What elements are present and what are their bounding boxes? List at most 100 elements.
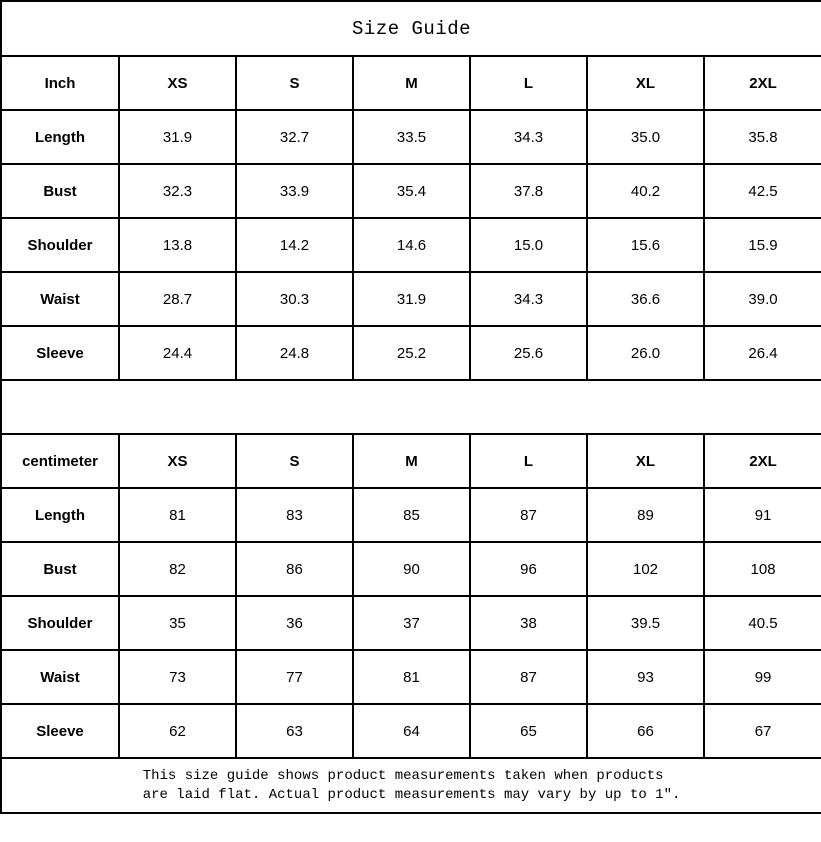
measurement-value: 31.9 (118, 109, 237, 165)
measurement-value: 36 (235, 595, 354, 651)
measurement-label: Waist (0, 271, 120, 327)
size-column-header: 2XL (702, 55, 821, 111)
measurement-value: 34.3 (469, 271, 588, 327)
measurement-value: 42.5 (702, 163, 821, 219)
measurement-value: 14.2 (235, 217, 354, 273)
measurement-value: 96 (469, 541, 588, 597)
footer-note-line-2: are laid flat. Actual product measuremen… (142, 786, 681, 803)
measurement-value: 35.4 (352, 163, 471, 219)
measurement-value: 25.6 (469, 325, 588, 381)
measurement-value: 25.2 (352, 325, 471, 381)
measurement-row: Waist 73 77 81 87 93 99 (0, 649, 821, 705)
measurement-row: Bust 82 86 90 96 102 108 (0, 541, 821, 597)
measurement-value: 63 (235, 703, 354, 759)
footer-note-cell: This size guide shows product measuremen… (0, 757, 821, 814)
measurement-row: Shoulder 13.8 14.2 14.6 15.0 15.6 15.9 (0, 217, 821, 273)
measurement-value: 33.9 (235, 163, 354, 219)
measurement-label: Sleeve (0, 325, 120, 381)
measurement-value: 108 (702, 541, 821, 597)
footer-note: This size guide shows product measuremen… (143, 767, 681, 805)
measurement-label: Length (0, 487, 120, 543)
measurement-value: 30.3 (235, 271, 354, 327)
measurement-value: 34.3 (469, 109, 588, 165)
unit-label: centimeter (0, 433, 120, 489)
measurement-value: 35.8 (702, 109, 821, 165)
size-header-row: Inch XS S M L XL 2XL (0, 55, 821, 111)
measurement-label: Waist (0, 649, 120, 705)
measurement-row: Sleeve 24.4 24.8 25.2 25.6 26.0 26.4 (0, 325, 821, 381)
size-column-header: XS (118, 55, 237, 111)
size-column-header: 2XL (702, 433, 821, 489)
measurement-value: 37 (352, 595, 471, 651)
measurement-value: 39.0 (702, 271, 821, 327)
measurement-value: 39.5 (586, 595, 705, 651)
measurement-value: 91 (702, 487, 821, 543)
measurement-value: 24.8 (235, 325, 354, 381)
measurement-value: 86 (235, 541, 354, 597)
measurement-value: 32.3 (118, 163, 237, 219)
measurement-label: Bust (0, 163, 120, 219)
measurement-value: 73 (118, 649, 237, 705)
size-header-row: centimeter XS S M L XL 2XL (0, 433, 821, 489)
size-column-header: M (352, 433, 471, 489)
measurement-value: 102 (586, 541, 705, 597)
measurement-value: 66 (586, 703, 705, 759)
measurement-value: 33.5 (352, 109, 471, 165)
measurement-row: Sleeve 62 63 64 65 66 67 (0, 703, 821, 759)
measurement-value: 93 (586, 649, 705, 705)
measurement-row: Waist 28.7 30.3 31.9 34.3 36.6 39.0 (0, 271, 821, 327)
measurement-value: 87 (469, 487, 588, 543)
measurement-row: Bust 32.3 33.9 35.4 37.8 40.2 42.5 (0, 163, 821, 219)
measurement-value: 85 (352, 487, 471, 543)
unit-label: Inch (0, 55, 120, 111)
measurement-label: Bust (0, 541, 120, 597)
measurement-value: 15.0 (469, 217, 588, 273)
measurement-value: 64 (352, 703, 471, 759)
measurement-value: 89 (586, 487, 705, 543)
measurement-value: 31.9 (352, 271, 471, 327)
size-column-header: XL (586, 433, 705, 489)
size-column-header: L (469, 55, 588, 111)
measurement-row: Length 31.9 32.7 33.5 34.3 35.0 35.8 (0, 109, 821, 165)
measurement-value: 81 (118, 487, 237, 543)
measurement-label: Shoulder (0, 595, 120, 651)
measurement-value: 77 (235, 649, 354, 705)
measurement-value: 67 (702, 703, 821, 759)
measurement-value: 83 (235, 487, 354, 543)
spacer-row (0, 379, 821, 435)
measurement-value: 62 (118, 703, 237, 759)
measurement-value: 35 (118, 595, 237, 651)
measurement-value: 14.6 (352, 217, 471, 273)
page-title: Size Guide (0, 0, 821, 57)
measurement-value: 26.0 (586, 325, 705, 381)
measurement-value: 40.2 (586, 163, 705, 219)
measurement-value: 15.6 (586, 217, 705, 273)
measurement-value: 82 (118, 541, 237, 597)
measurement-value: 28.7 (118, 271, 237, 327)
size-column-header: M (352, 55, 471, 111)
measurement-value: 38 (469, 595, 588, 651)
measurement-value: 24.4 (118, 325, 237, 381)
size-column-header: S (235, 433, 354, 489)
measurement-value: 26.4 (702, 325, 821, 381)
footer-row: This size guide shows product measuremen… (0, 757, 821, 814)
measurement-row: Shoulder 35 36 37 38 39.5 40.5 (0, 595, 821, 651)
measurement-value: 81 (352, 649, 471, 705)
measurement-label: Shoulder (0, 217, 120, 273)
measurement-value: 40.5 (702, 595, 821, 651)
measurement-row: Length 81 83 85 87 89 91 (0, 487, 821, 543)
measurement-value: 90 (352, 541, 471, 597)
size-column-header: XL (586, 55, 705, 111)
measurement-label: Length (0, 109, 120, 165)
measurement-value: 37.8 (469, 163, 588, 219)
measurement-value: 99 (702, 649, 821, 705)
size-guide-table: Size Guide Inch XS S M L XL 2XL Length 31.9 32.7 3… (0, 0, 821, 814)
measurement-label: Sleeve (0, 703, 120, 759)
measurement-value: 87 (469, 649, 588, 705)
size-column-header: L (469, 433, 588, 489)
measurement-value: 36.6 (586, 271, 705, 327)
measurement-value: 65 (469, 703, 588, 759)
spacer-cell (0, 379, 821, 435)
title-row: Size Guide (0, 0, 821, 57)
